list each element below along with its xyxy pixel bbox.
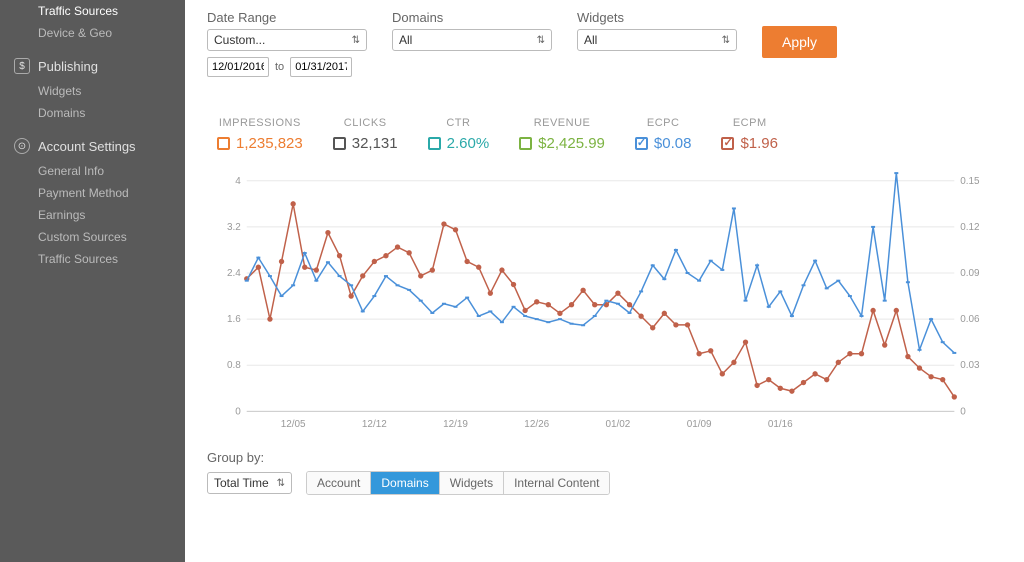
date-to-label: to	[275, 61, 284, 73]
svg-text:0.8: 0.8	[227, 360, 241, 371]
svg-text:3.2: 3.2	[227, 222, 241, 233]
group-by-tab[interactable]: Account	[307, 472, 371, 494]
sidebar-item[interactable]: Earnings	[0, 204, 185, 226]
sidebar-header-account[interactable]: ⊙ Account Settings	[0, 130, 185, 160]
metric[interactable]: CLICKS 32,131	[333, 117, 398, 152]
dollar-icon: $	[14, 58, 30, 74]
group-by-tab[interactable]: Internal Content	[504, 472, 609, 494]
group-by-select[interactable]: Total Time ⇅	[207, 472, 292, 494]
metric-value: 2.60%	[428, 135, 490, 152]
metric-checkbox[interactable]	[635, 137, 648, 150]
metric-label: CLICKS	[333, 117, 398, 129]
date-from-input[interactable]	[207, 57, 269, 77]
svg-text:0.09: 0.09	[960, 268, 980, 279]
sidebar-title: Publishing	[38, 59, 98, 74]
sidebar-item[interactable]: Payment Method	[0, 182, 185, 204]
metric-label: eCPM	[721, 117, 778, 129]
svg-text:0.15: 0.15	[960, 176, 980, 187]
metric-checkbox[interactable]	[217, 137, 230, 150]
metric-value: 1,235,823	[217, 135, 303, 152]
group-by-tabs: AccountDomainsWidgetsInternal Content	[306, 471, 610, 495]
widgets-select[interactable]: All ⇅	[577, 29, 737, 51]
metrics-row: IMPRESSIONS 1,235,823 CLICKS 32,131 CTR 2.60%…	[207, 117, 1002, 152]
svg-text:01/09: 01/09	[687, 419, 712, 430]
svg-text:01/02: 01/02	[606, 419, 631, 430]
metric-value: $0.08	[635, 135, 692, 152]
metric[interactable]: CTR 2.60%	[428, 117, 490, 152]
svg-text:0.03: 0.03	[960, 360, 980, 371]
svg-text:4: 4	[235, 176, 241, 187]
metric-value: $2,425.99	[519, 135, 605, 152]
metric-label: CTR	[428, 117, 490, 129]
main-panel: Date Range Custom... ⇅ to Domains All ⇅	[185, 0, 1024, 562]
svg-text:12/05: 12/05	[281, 419, 306, 430]
sidebar-item[interactable]: Traffic Sources	[0, 0, 185, 22]
svg-text:1.6: 1.6	[227, 314, 241, 325]
metric-value: $1.96	[721, 135, 778, 152]
metric-checkbox[interactable]	[519, 137, 532, 150]
metric-checkbox[interactable]	[333, 137, 346, 150]
metric-label: eCPC	[635, 117, 692, 129]
sidebar-item[interactable]: Widgets	[0, 80, 185, 102]
metric[interactable]: IMPRESSIONS 1,235,823	[217, 117, 303, 152]
chart-area: 0 0.8 1.6 2.4 3.2 4 0 0.03 0.06 0.09 0.12 0.15 12/05…	[207, 170, 1002, 440]
svg-text:01/16: 01/16	[768, 419, 793, 430]
sidebar-header-publishing[interactable]: $ Publishing	[0, 50, 185, 80]
metric[interactable]: REVENUE $2,425.99	[519, 117, 605, 152]
group-by-label: Group by:	[207, 450, 1002, 465]
group-by-tab[interactable]: Widgets	[440, 472, 504, 494]
metric[interactable]: eCPC $0.08	[635, 117, 692, 152]
metric-label: IMPRESSIONS	[217, 117, 303, 129]
line-chart: 0 0.8 1.6 2.4 3.2 4 0 0.03 0.06 0.09 0.12 0.15 12/05…	[207, 170, 1002, 440]
sidebar-title: Account Settings	[38, 139, 136, 154]
sidebar-item[interactable]: Traffic Sources	[0, 248, 185, 270]
svg-text:2.4: 2.4	[227, 268, 241, 279]
domains-select[interactable]: All ⇅	[392, 29, 552, 51]
date-range-select[interactable]: Custom... ⇅	[207, 29, 367, 51]
filter-label: Date Range	[207, 10, 367, 25]
svg-text:0.06: 0.06	[960, 314, 980, 325]
svg-text:12/12: 12/12	[362, 419, 387, 430]
metric-checkbox[interactable]	[721, 137, 734, 150]
metric-checkbox[interactable]	[428, 137, 441, 150]
date-to-input[interactable]	[290, 57, 352, 77]
apply-button[interactable]: Apply	[762, 26, 837, 58]
metric-label: REVENUE	[519, 117, 605, 129]
group-by: Group by: Total Time ⇅ AccountDomainsWid…	[207, 450, 1002, 495]
sidebar-item[interactable]: General Info	[0, 160, 185, 182]
svg-text:12/26: 12/26	[524, 419, 549, 430]
chevron-down-icon: ⇅	[277, 478, 285, 489]
sidebar-item[interactable]: Domains	[0, 102, 185, 124]
chevron-down-icon: ⇅	[537, 35, 545, 46]
filters-row: Date Range Custom... ⇅ to Domains All ⇅	[207, 10, 1002, 77]
group-by-tab[interactable]: Domains	[371, 472, 439, 494]
svg-text:0: 0	[235, 406, 241, 417]
filter-label: Domains	[392, 10, 552, 25]
sidebar: Traffic SourcesDevice & Geo $ Publishing…	[0, 0, 185, 562]
metric[interactable]: eCPM $1.96	[721, 117, 778, 152]
svg-text:0.12: 0.12	[960, 222, 980, 233]
user-icon: ⊙	[14, 138, 30, 154]
svg-text:0: 0	[960, 406, 966, 417]
filter-label: Widgets	[577, 10, 737, 25]
sidebar-item[interactable]: Custom Sources	[0, 226, 185, 248]
sidebar-item[interactable]: Device & Geo	[0, 22, 185, 44]
chevron-down-icon: ⇅	[722, 35, 730, 46]
chevron-down-icon: ⇅	[352, 35, 360, 46]
metric-value: 32,131	[333, 135, 398, 152]
svg-text:12/19: 12/19	[443, 419, 468, 430]
